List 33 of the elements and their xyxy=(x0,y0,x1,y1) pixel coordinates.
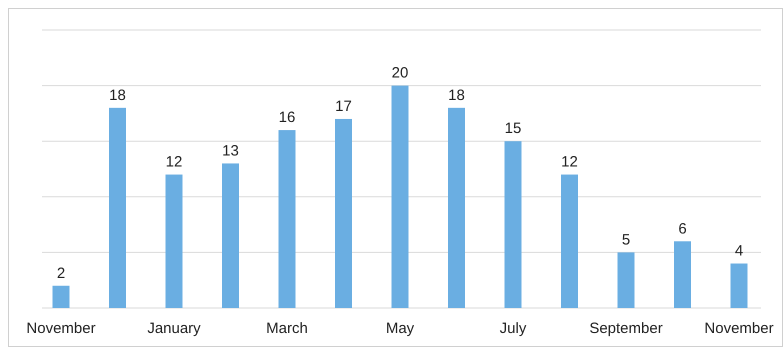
data-label: 17 xyxy=(335,98,352,115)
data-label: 6 xyxy=(678,220,687,238)
data-label: 15 xyxy=(504,120,522,138)
bar xyxy=(392,86,408,308)
bar xyxy=(448,108,465,308)
data-label: 20 xyxy=(392,64,408,82)
bar xyxy=(335,118,352,308)
data-label: 16 xyxy=(278,109,296,126)
bar xyxy=(109,108,126,308)
data-label: 2 xyxy=(56,264,66,282)
x-tick-label: March xyxy=(266,320,308,337)
data-label: 5 xyxy=(622,231,630,248)
data-label: 18 xyxy=(448,86,465,104)
bar xyxy=(561,174,578,308)
bar xyxy=(674,241,691,308)
bar xyxy=(618,252,634,308)
x-tick-label: May xyxy=(386,320,415,337)
bar xyxy=(52,286,70,308)
data-label: 13 xyxy=(222,142,239,160)
x-tick-label: September xyxy=(589,320,663,337)
bar xyxy=(166,174,182,308)
data-label: 12 xyxy=(166,154,182,171)
x-tick-label: November xyxy=(704,320,774,337)
data-label: 12 xyxy=(561,154,578,171)
bar xyxy=(730,264,748,308)
bar xyxy=(278,130,296,308)
x-tick-label: November xyxy=(26,320,96,337)
bar xyxy=(222,163,239,308)
x-tick-label: January xyxy=(147,320,202,337)
x-tick-label: July xyxy=(500,320,527,337)
bar xyxy=(504,141,522,308)
data-label: 18 xyxy=(109,86,126,104)
data-label: 4 xyxy=(734,242,744,260)
